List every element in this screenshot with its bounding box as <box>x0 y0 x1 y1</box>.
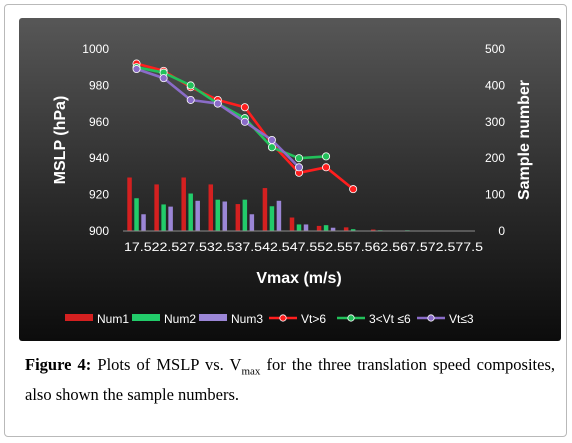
axes: 900 920 940 960 980 1000 0 100 200 300 400 500 17.52… <box>52 42 533 287</box>
legend-swatch-num3 <box>199 314 227 321</box>
legend-label-num2: Num2 <box>164 312 196 326</box>
bar-num1-37.5 <box>235 204 241 231</box>
bar-num1-52.5 <box>316 225 322 231</box>
point-series-3-32.5 <box>213 99 222 108</box>
y-left-tick-label: 920 <box>89 188 109 202</box>
bar-num1-17.5 <box>127 177 132 231</box>
legend-label-num3: Num3 <box>231 312 263 326</box>
bar-num1-62.5 <box>370 229 376 231</box>
legend-label-line-1: Vt>6 <box>301 312 326 326</box>
legend-label-num1: Num1 <box>97 312 129 326</box>
bar-num3-22.5 <box>168 206 173 231</box>
figure-caption: Figure 4: Plots of MSLP vs. Vmax for the… <box>25 353 555 407</box>
bar-num3-17.5 <box>141 214 146 231</box>
chart-panel: 900 920 940 960 980 1000 0 100 200 300 400 500 17.52… <box>19 18 561 341</box>
legend: Num1 Num2 Num3 Vt>6 3<Vt ≤6 Vt≤3 <box>65 312 474 326</box>
point-series-2-42.5 <box>267 143 276 152</box>
caption-text-a: Plots of MSLP vs. V <box>91 355 242 374</box>
bar-num2-47.5 <box>296 224 302 231</box>
bar-num3-32.5 <box>222 201 228 231</box>
point-series-2-47.5 <box>294 154 303 163</box>
bar-num2-17.5 <box>134 198 139 231</box>
bar-num1-57.5 <box>343 227 349 231</box>
bar-num1-42.5 <box>262 188 268 231</box>
legend-marker-1 <box>279 314 287 322</box>
legend-marker-3 <box>427 314 435 322</box>
caption-subscript: max <box>241 365 261 378</box>
point-series-2-52.5 <box>322 152 331 161</box>
y-left-tick-label: 1000 <box>82 42 109 56</box>
point-series-1-57.5 <box>349 185 358 194</box>
y-right-axis-title: Sample number <box>516 80 533 200</box>
bar-num3-37.5 <box>249 214 255 231</box>
y-right-tick-label: 200 <box>485 151 505 165</box>
y-right-tick-label: 0 <box>498 224 505 238</box>
bar-num2-22.5 <box>161 204 166 231</box>
chart-background <box>19 18 561 341</box>
point-series-1-37.5 <box>240 103 249 112</box>
point-series-3-47.5 <box>294 163 303 172</box>
legend-label-line-2: 3<Vt ≤6 <box>369 312 411 326</box>
point-series-3-22.5 <box>159 74 168 83</box>
x-tick-labels: 17.522.527.532.537.542.547.552.557.562.5… <box>124 240 483 254</box>
bar-num2-27.5 <box>188 193 193 231</box>
bar-num1-27.5 <box>181 177 186 231</box>
bar-num3-42.5 <box>276 200 282 231</box>
point-series-3-17.5 <box>132 65 141 74</box>
bar-num1-47.5 <box>289 217 295 231</box>
bar-num2-32.5 <box>215 199 221 231</box>
bar-num1-32.5 <box>208 184 214 231</box>
legend-swatch-num1 <box>65 314 93 321</box>
y-left-tick-label: 960 <box>89 115 109 129</box>
point-series-3-42.5 <box>267 136 276 145</box>
figure-frame: 900 920 940 960 980 1000 0 100 200 300 400 500 17.52… <box>4 4 567 437</box>
y-right-tick-label: 100 <box>485 188 505 202</box>
legend-swatch-num2 <box>132 314 160 321</box>
y-right-tick-label: 500 <box>485 42 505 56</box>
bar-num3-47.5 <box>303 224 309 231</box>
chart: 900 920 940 960 980 1000 0 100 200 300 400 500 17.52… <box>19 18 561 341</box>
bar-num2-52.5 <box>323 225 329 231</box>
caption-text-b: for the three translation speed composit… <box>25 355 556 405</box>
bar-num3-52.5 <box>330 227 336 231</box>
x-axis-title: Vmax (m/s) <box>256 270 341 287</box>
point-series-1-52.5 <box>322 163 331 172</box>
bar-num2-57.5 <box>350 229 356 231</box>
y-left-axis-title: MSLP (hPa) <box>52 96 69 185</box>
bar-num1-22.5 <box>154 184 159 231</box>
plot-area <box>127 59 410 231</box>
y-left-tick-label: 980 <box>89 78 109 92</box>
y-left-tick-label: 900 <box>89 224 109 238</box>
point-series-3-37.5 <box>240 117 249 126</box>
point-series-2-27.5 <box>186 81 195 90</box>
bar-num3-27.5 <box>195 200 200 231</box>
legend-label-line-3: Vt≤3 <box>449 312 474 326</box>
caption-label: Figure 4: <box>25 355 92 374</box>
bar-num2-37.5 <box>242 199 248 231</box>
y-right-tick-label: 400 <box>485 78 505 92</box>
line-series-2 <box>136 65 327 160</box>
y-right-tick-label: 300 <box>485 115 505 129</box>
point-series-3-27.5 <box>186 95 195 104</box>
bar-num2-42.5 <box>269 206 275 231</box>
legend-marker-2 <box>347 314 355 322</box>
y-left-tick-label: 940 <box>89 151 109 165</box>
